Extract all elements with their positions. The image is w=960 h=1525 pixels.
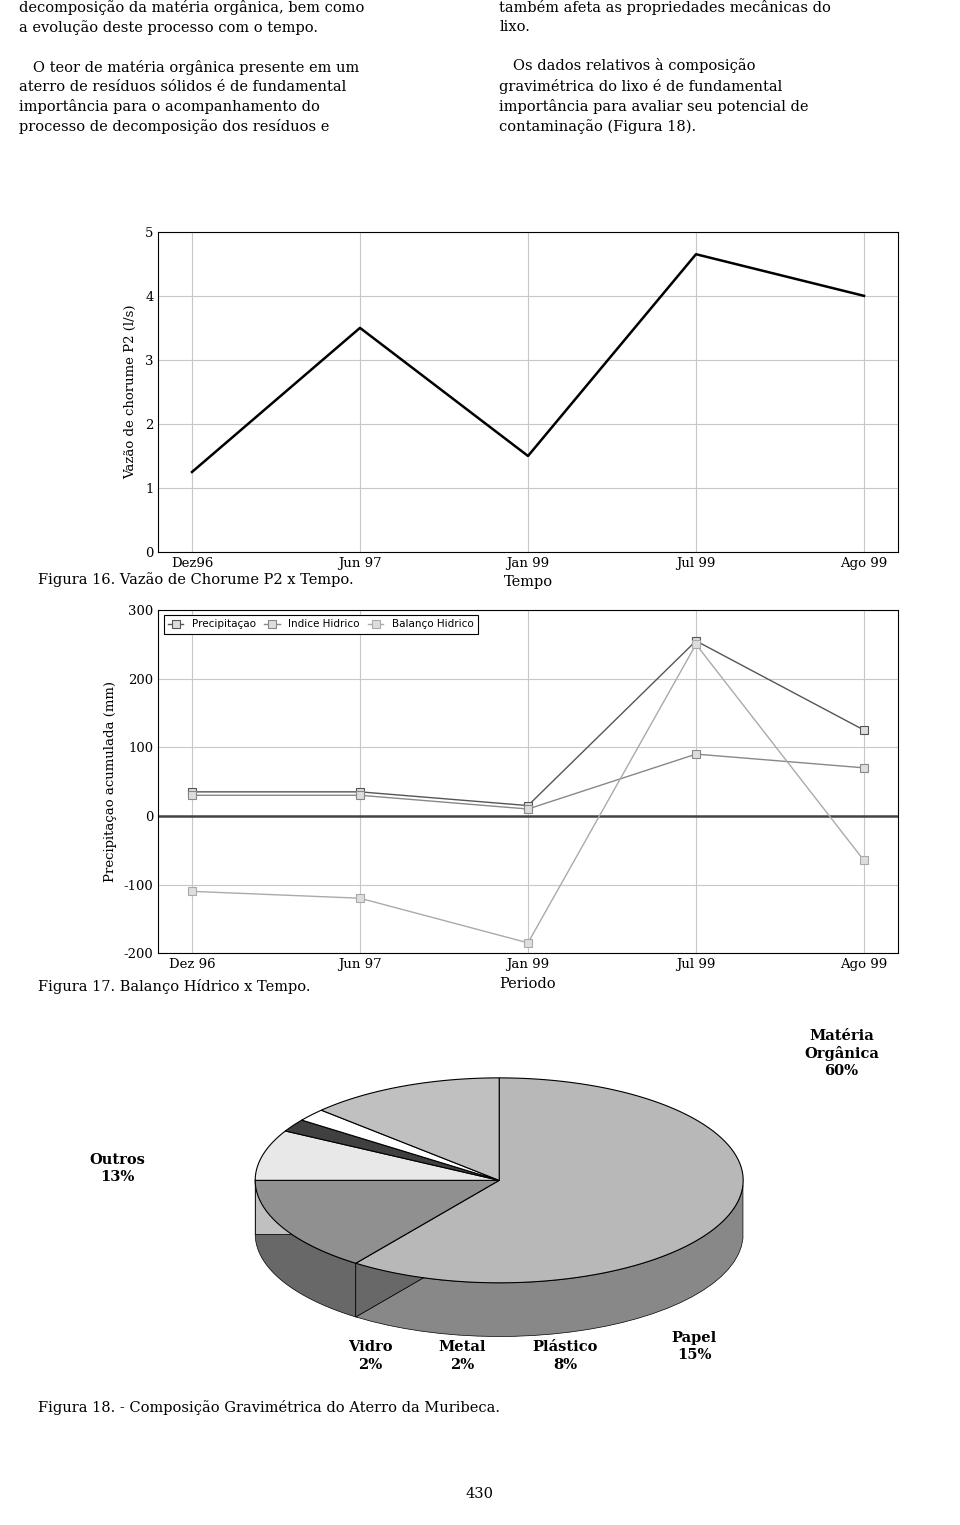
Polygon shape: [255, 1132, 499, 1180]
Polygon shape: [356, 1185, 743, 1336]
Text: Plástico
8%: Plástico 8%: [533, 1340, 598, 1371]
Polygon shape: [285, 1121, 499, 1180]
Polygon shape: [255, 1180, 499, 1234]
Text: 430: 430: [466, 1487, 494, 1501]
Polygon shape: [356, 1180, 499, 1318]
Polygon shape: [255, 1180, 356, 1318]
Polygon shape: [356, 1078, 743, 1283]
X-axis label: Tempo: Tempo: [503, 575, 553, 590]
Text: também afeta as propriedades mecânicas do
lixo.

   Os dados relativos à composi: também afeta as propriedades mecânicas d…: [499, 0, 831, 134]
Legend: Precipitaçao, Indice Hidrico, Balanço Hidrico: Precipitaçao, Indice Hidrico, Balanço Hi…: [163, 615, 478, 633]
Polygon shape: [255, 1180, 499, 1234]
Text: Figura 17. Balanço Hídrico x Tempo.: Figura 17. Balanço Hídrico x Tempo.: [38, 979, 311, 994]
X-axis label: Periodo: Periodo: [500, 976, 556, 991]
Y-axis label: Precipitaçao acumulada (mm): Precipitaçao acumulada (mm): [104, 682, 117, 881]
Y-axis label: Vazão de chorume P2 (l/s): Vazão de chorume P2 (l/s): [124, 305, 136, 479]
Text: Figura 16. Vazão de Chorume P2 x Tempo.: Figura 16. Vazão de Chorume P2 x Tempo.: [38, 572, 354, 587]
Polygon shape: [301, 1110, 499, 1180]
Text: Figura 18. - Composição Gravimétrica do Aterro da Muribeca.: Figura 18. - Composição Gravimétrica do …: [38, 1400, 500, 1415]
Text: Vidro
2%: Vidro 2%: [348, 1340, 392, 1371]
Polygon shape: [322, 1078, 499, 1180]
Polygon shape: [255, 1180, 499, 1263]
Text: Outros
13%: Outros 13%: [89, 1153, 145, 1183]
Text: decomposição da matéria orgânica, bem como
a evolução deste processo com o tempo: decomposição da matéria orgânica, bem co…: [19, 0, 365, 134]
Text: Metal
2%: Metal 2%: [439, 1340, 487, 1371]
Polygon shape: [356, 1180, 499, 1318]
Text: Matéria
Orgânica
60%: Matéria Orgânica 60%: [804, 1028, 879, 1078]
Text: Papel
15%: Papel 15%: [672, 1331, 717, 1362]
